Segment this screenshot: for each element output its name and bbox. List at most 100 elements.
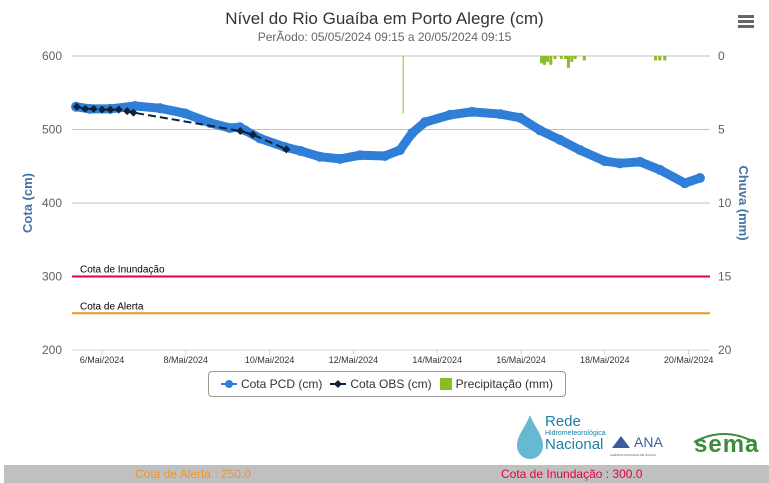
y2-tick-label: 10	[718, 196, 732, 210]
cota-pcd-point	[655, 164, 666, 175]
cota-pcd-point	[379, 150, 390, 161]
cota-pcd-point	[554, 134, 565, 145]
precip-bar	[654, 56, 658, 61]
precip-bar	[566, 56, 570, 68]
plot-line-label: Cota de Alerta	[80, 301, 144, 312]
precip-bar	[545, 56, 549, 62]
legend-item-cota-pcd[interactable]: Cota PCD (cm)	[220, 377, 323, 391]
cota-pcd-point	[179, 108, 190, 119]
cota-obs-point	[106, 105, 115, 114]
logo-text: ANA	[634, 434, 663, 450]
precip-bar	[540, 56, 544, 64]
cota-obs-point	[236, 126, 245, 135]
alerta-level: Cota de Alerta : 250.0	[135, 467, 252, 481]
cota-obs-point	[98, 105, 106, 114]
cota-obs-point	[89, 104, 98, 113]
precip-bar	[559, 56, 563, 59]
ana-logo: ANA AGÊNCIA NACIONAL DE ÁGUAS	[610, 432, 670, 460]
chart-subtitle: PerÃodo: 05/05/2024 09:15 a 20/05/2024 0…	[257, 30, 512, 44]
sema-arc-icon	[693, 433, 755, 443]
legend-label: Precipitação (mm)	[455, 377, 554, 391]
y-tick-label: 400	[42, 196, 62, 210]
y-tick-label: 200	[42, 343, 62, 357]
cota-obs-point	[123, 107, 132, 116]
circle-marker-icon	[220, 380, 237, 388]
logo-text: AGÊNCIA NACIONAL DE ÁGUAS	[610, 453, 656, 457]
cota-pcd-point	[466, 106, 477, 117]
cota-pcd-point	[575, 145, 586, 156]
chart-title: Nível do Rio Guaíba em Porto Alegre (cm)	[225, 9, 544, 28]
y-axis-title: Cota (cm)	[20, 173, 35, 233]
cota-pcd-point	[495, 109, 506, 120]
precip-bar	[658, 56, 662, 61]
x-tick-label: 16/Mai/2024	[496, 355, 546, 365]
cota-pcd-point	[634, 156, 645, 167]
cota-obs-point	[282, 145, 291, 154]
cota-pcd-point	[295, 145, 306, 156]
hamburger-menu-icon[interactable]	[738, 15, 754, 30]
cota-pcd-point	[420, 117, 431, 128]
logo-text: Nacional	[545, 436, 604, 453]
precip-bar	[549, 56, 553, 65]
cota-pcd-point	[614, 158, 625, 169]
x-tick-label: 18/Mai/2024	[580, 355, 630, 365]
cota-pcd-point	[314, 151, 325, 162]
inundacao-level: Cota de Inundação : 300.0	[501, 467, 643, 481]
x-tick-label: 10/Mai/2024	[245, 355, 295, 365]
cota-pcd-point	[515, 112, 526, 123]
water-drop-icon	[517, 415, 543, 459]
precip-bar	[402, 56, 404, 114]
x-tick-label: 20/Mai/2024	[664, 355, 714, 365]
cota-pcd-point	[154, 103, 165, 114]
cota-pcd-point	[394, 145, 405, 156]
legend-label: Cota PCD (cm)	[240, 377, 323, 391]
y-tick-label: 600	[42, 49, 62, 63]
legend-item-cota-obs[interactable]: Cota OBS (cm)	[330, 377, 432, 391]
cota-pcd-point	[679, 178, 690, 189]
x-tick-label: 12/Mai/2024	[329, 355, 379, 365]
cota-obs-point	[114, 105, 123, 114]
precip-bar	[553, 56, 557, 59]
y2-tick-label: 0	[718, 49, 725, 63]
cota-obs-point	[129, 108, 138, 117]
diamond-marker-icon	[330, 380, 347, 388]
square-marker-icon	[439, 378, 452, 390]
y2-tick-label: 20	[718, 343, 732, 357]
legend-item-precipitacao[interactable]: Precipitação (mm)	[439, 377, 554, 391]
precip-bar	[573, 56, 577, 59]
precip-bar	[570, 56, 574, 62]
ana-symbol-icon	[612, 436, 630, 448]
precip-bar	[543, 56, 547, 65]
x-tick-label: 14/Mai/2024	[412, 355, 462, 365]
x-tick-label: 6/Mai/2024	[80, 355, 125, 365]
cota-pcd-point	[694, 173, 705, 184]
cota-pcd-point	[534, 125, 545, 136]
cota-pcd-line	[71, 101, 705, 188]
precip-bar	[663, 56, 667, 61]
y-tick-label: 500	[42, 123, 62, 137]
footer-bar: Cota de Alerta : 250.0 Cota de Inundação…	[4, 465, 769, 483]
cota-pcd-point	[130, 100, 141, 111]
sema-logo: sema	[690, 428, 758, 462]
cota-pcd-point	[355, 150, 366, 161]
y2-tick-label: 5	[718, 123, 725, 137]
logo-text: Rede	[545, 413, 581, 430]
y2-tick-label: 15	[718, 270, 732, 284]
y2-axis-title: Chuva (mm)	[736, 165, 751, 240]
cota-pcd-point	[407, 128, 418, 139]
cota-obs-point	[248, 130, 257, 139]
y-tick-label: 300	[42, 270, 62, 284]
rede-hidrometeorologica-logo: Rede Hidrometeorológica Nacional	[515, 413, 607, 461]
precip-bar	[563, 56, 567, 59]
legend: Cota PCD (cm) Cota OBS (cm) Precipitação…	[208, 371, 566, 397]
logo-text: sema	[694, 431, 760, 458]
x-tick-label: 8/Mai/2024	[164, 355, 209, 365]
precip-bar	[582, 56, 586, 61]
cota-pcd-point	[599, 156, 610, 167]
cota-obs-point	[72, 102, 81, 111]
cota-pcd-point	[445, 109, 456, 120]
cota-obs-point	[81, 104, 90, 113]
cota-pcd-point	[334, 153, 345, 164]
